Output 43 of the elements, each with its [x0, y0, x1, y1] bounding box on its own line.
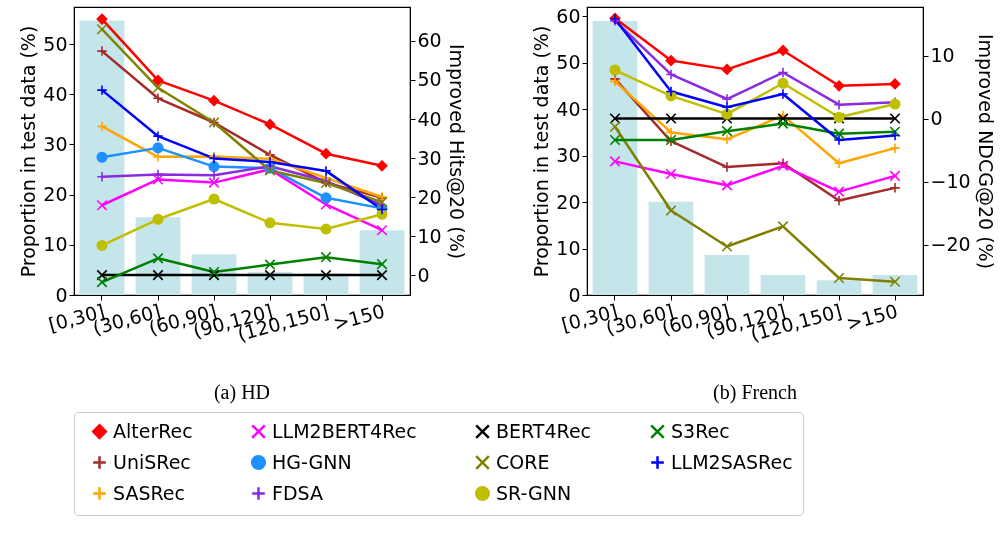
y-tick-label: 30: [556, 144, 581, 167]
text: (a) HD: [213, 380, 271, 404]
y-tick-label: 40: [43, 82, 68, 105]
y2-tick-label: −10: [930, 170, 971, 193]
y2-tick-label: 50: [417, 68, 442, 91]
legend-label: FDSA: [272, 481, 323, 504]
y-tick-label: 40: [556, 97, 581, 120]
legend-label: SR-GNN: [496, 481, 572, 504]
legend-label: HG-GNN: [272, 450, 352, 473]
y-tick-label: 0: [55, 283, 68, 306]
y-tick-label: 10: [556, 237, 581, 260]
y2-tick-label: 20: [417, 185, 442, 208]
legend-label: BERT4Rec: [496, 419, 592, 442]
legend-label: S3Rec: [671, 419, 730, 442]
y2-tick-label: 0: [417, 263, 430, 286]
y2-tick-label: 60: [417, 29, 442, 52]
y-tick-label: 20: [43, 183, 68, 206]
legend-label: LLM2BERT4Rec: [272, 419, 417, 442]
y-tick-label: 60: [556, 4, 581, 27]
legend-label: UniSRec: [113, 450, 191, 473]
y-tick-label: 0: [568, 283, 581, 306]
y2-tick-label: −20: [930, 233, 971, 256]
y-tick-label: 50: [43, 32, 68, 55]
legend-label: LLM2SASRec: [671, 450, 793, 473]
y2-tick-label: 10: [930, 44, 955, 67]
y-tick-label: 10: [43, 233, 68, 256]
x-tick-label: >150: [330, 299, 387, 335]
y2-tick-label: 30: [417, 146, 442, 169]
y-tick-label: 50: [556, 51, 581, 74]
legend-label: CORE: [496, 450, 550, 473]
y-tick-label: 30: [43, 132, 68, 155]
legend-label: AlterRec: [113, 419, 193, 442]
text: (b) French: [713, 380, 797, 404]
y2-tick-label: 0: [930, 107, 943, 130]
y2-axis-title: Improved NDCG@20 (%): [974, 33, 997, 270]
y2-tick-label: 40: [417, 107, 442, 130]
legend-label: SASRec: [113, 481, 185, 504]
x-tick-label: >150: [843, 299, 900, 335]
y2-axis-title: Improved Hits@20 (%): [445, 43, 468, 260]
y-tick-label: 20: [556, 190, 581, 213]
y-axis-title: Proportion in test data (%): [530, 25, 553, 278]
y2-tick-label: 10: [417, 224, 442, 247]
y-axis-title: Proportion in test data (%): [17, 25, 40, 278]
